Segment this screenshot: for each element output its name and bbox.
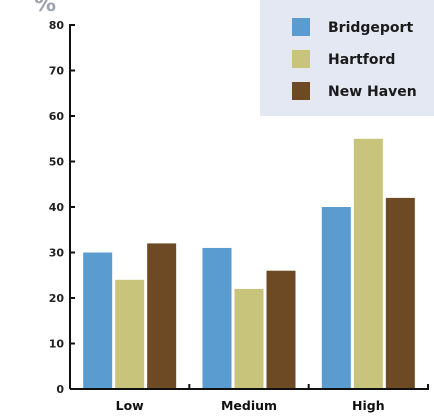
legend-label: Hartford: [328, 52, 395, 68]
legend-swatch: [292, 82, 310, 100]
y-tick-label: 40: [49, 201, 65, 214]
bar-bridgeport: [321, 207, 351, 389]
bar-new-haven: [385, 197, 415, 389]
legend-label: Bridgeport: [328, 20, 413, 36]
plot-area: 0 10 20 30 40 50 60 70 80 Low Medium High: [49, 19, 429, 413]
y-axis-unit-label: %: [34, 0, 56, 17]
y-tick-label: 70: [49, 65, 65, 78]
y-tick-label: 60: [49, 110, 65, 123]
bar-new-haven: [147, 243, 177, 389]
legend-label: New Haven: [328, 84, 417, 100]
y-tick-label: 50: [49, 156, 65, 169]
y-tick-label: 20: [49, 292, 65, 305]
bar-hartford: [234, 288, 264, 389]
legend: Bridgeport Hartford New Haven: [260, 0, 434, 116]
bar-hartford: [115, 279, 145, 389]
y-tick-label: 80: [49, 19, 65, 32]
legend-background: [260, 0, 434, 116]
bar-hartford: [353, 138, 383, 389]
legend-swatch: [292, 50, 310, 68]
bar-new-haven: [266, 270, 296, 389]
x-category-label: Medium: [221, 398, 277, 413]
y-tick-label: 30: [49, 247, 65, 260]
bar-bridgeport: [202, 247, 232, 389]
bar-bridgeport: [83, 252, 113, 389]
x-category-label: High: [352, 398, 385, 413]
x-category-label: Low: [116, 398, 145, 413]
y-tick-label: 10: [49, 338, 65, 351]
y-tick-label: 0: [56, 383, 64, 396]
legend-swatch: [292, 18, 310, 36]
